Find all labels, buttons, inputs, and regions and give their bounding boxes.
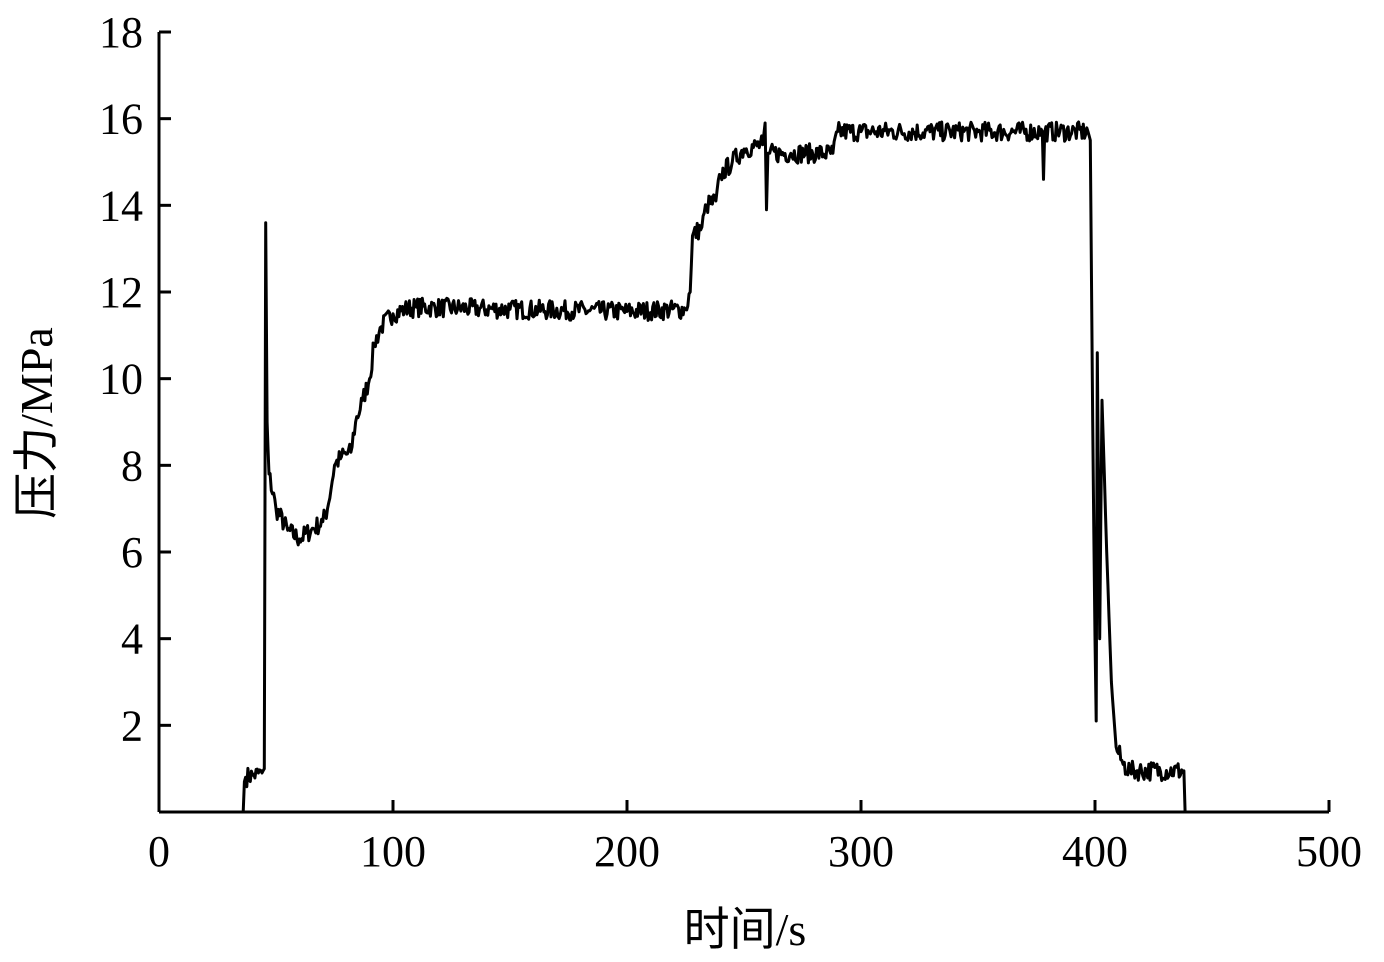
y-tick-label: 4 xyxy=(121,615,143,664)
x-tick-label: 300 xyxy=(828,827,894,876)
y-tick-label: 6 xyxy=(121,528,143,577)
y-tick-label: 18 xyxy=(99,8,143,57)
x-tick-label: 100 xyxy=(360,827,426,876)
ticks: 0 100 200 300 400 500 2 4 6 8 10 12 14 16 18 xyxy=(99,8,1362,876)
y-tick-label: 8 xyxy=(121,441,143,490)
y-tick-label: 12 xyxy=(99,268,143,317)
y-tick-label: 14 xyxy=(99,181,143,230)
y-tick-label: 2 xyxy=(121,701,143,750)
y-tick-label: 16 xyxy=(99,95,143,144)
y-tick-label: 10 xyxy=(99,355,143,404)
series-line xyxy=(241,120,1187,813)
x-tick-label: 500 xyxy=(1296,827,1362,876)
x-tick-label: 200 xyxy=(594,827,660,876)
x-axis-label: 时间/s xyxy=(684,904,807,955)
x-tick-label: 0 xyxy=(148,827,170,876)
x-tick-label: 400 xyxy=(1062,827,1128,876)
axes xyxy=(157,32,1329,814)
y-axis-label: 压力/MPa xyxy=(11,327,62,519)
